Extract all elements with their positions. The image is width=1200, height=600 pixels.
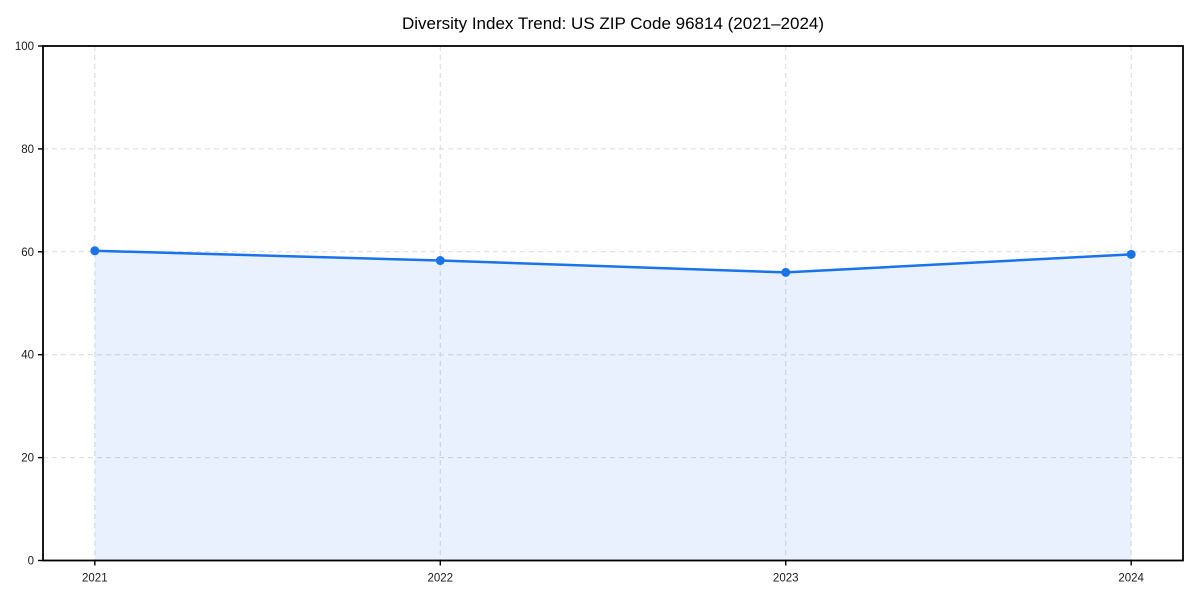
plot-border <box>42 45 1184 562</box>
chart-title: Diversity Index Trend: US ZIP Code 96814… <box>401 14 825 33</box>
data-point-2022 <box>435 256 445 266</box>
x-tick-label-2021: 2021 <box>82 573 108 585</box>
x-tick-label-2024: 2024 <box>1118 573 1144 585</box>
data-point-2021 <box>90 246 100 256</box>
y-tick-label-20: 20 <box>21 453 34 465</box>
x-tick-label-2022: 2022 <box>427 573 453 585</box>
y-tick-label-80: 80 <box>21 144 34 156</box>
area-fill <box>94 250 1132 561</box>
y-tick-label-100: 100 <box>15 41 34 53</box>
trend-line <box>93 249 1133 274</box>
data-point-2023 <box>781 267 791 277</box>
y-tick-label-60: 60 <box>21 247 34 259</box>
y-tick-label-40: 40 <box>21 350 34 362</box>
y-tick-label-0: 0 <box>28 556 34 568</box>
data-point-2024 <box>1126 249 1136 259</box>
x-tick-label-2023: 2023 <box>773 573 799 585</box>
